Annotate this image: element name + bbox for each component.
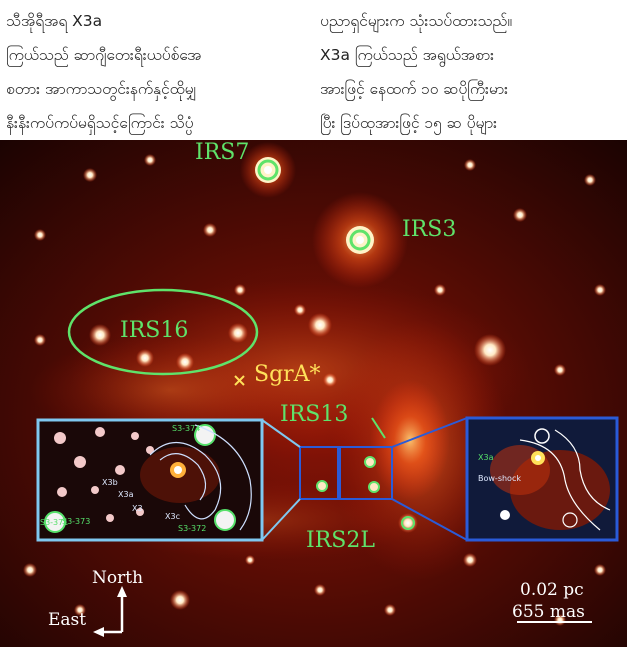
compass-icon <box>93 586 127 637</box>
text-column-left: သီအိုရီအရ X3a ကြယ်သည် ဆာဂျီတေးရီးယပ်စ်အေ… <box>6 4 306 140</box>
inset-label: S3-372 <box>178 524 207 533</box>
compass-north-label: North <box>92 568 144 588</box>
inset-label: X3c <box>165 512 180 521</box>
label-irs7: IRS7 <box>195 140 250 165</box>
inset-label: X3b <box>102 478 118 487</box>
text-line: X3a ကြယ်သည် အရွယ်အစား <box>320 46 495 64</box>
inset-label: S3-374 <box>172 424 201 433</box>
text-line: နီးနီးကပ်ကပ်မရှိသင့်ကြောင်း သိပ္ပံ <box>6 114 194 132</box>
inset-label: S3-373 <box>62 517 91 526</box>
infrared-sky-map <box>0 140 627 647</box>
label-sgra: SgrA* <box>254 362 321 387</box>
label-irs2l: IRS2L <box>306 528 375 553</box>
text-line: သီအိုရီအရ X3a <box>6 12 103 30</box>
text-line: ကြယ်သည် ဆာဂျီတေးရီးယပ်စ်အေ <box>6 46 202 64</box>
text-line: ပြီး ဒြပ်ထုအားဖြင့် ၁၅ ဆ ပိုများ <box>320 114 498 132</box>
inset-label: X3a <box>118 490 134 499</box>
text-column-right: ပညာရှင်များက သုံးသပ်ထားသည်။ X3a ကြယ်သည် … <box>320 4 620 140</box>
scale-pc-label: 0.02 pc <box>520 580 584 600</box>
text-line: အားဖြင့် နေထက် ၁၀ ဆပိုကြီးမား <box>320 80 509 98</box>
galactic-center-image: IRS7 IRS3 IRS16 SgrA* IRS13 IRS2L North … <box>0 140 627 647</box>
inset-label: X3 <box>132 504 143 513</box>
article-text: သီအိုရီအရ X3a ကြယ်သည် ဆာဂျီတေးရီးယပ်စ်အေ… <box>0 0 627 140</box>
inset-label: Bow-shock <box>478 474 521 483</box>
text-line: စတား အာကာသတွင်းနက်နှင့်ထိုမျှ <box>6 80 197 98</box>
compass-east-label: East <box>48 610 87 630</box>
label-irs3: IRS3 <box>402 217 457 242</box>
label-irs13: IRS13 <box>280 402 349 427</box>
text-line: ပညာရှင်များက သုံးသပ်ထားသည်။ <box>320 12 513 30</box>
label-irs16: IRS16 <box>120 318 189 343</box>
inset-label: S3-371 <box>40 518 69 527</box>
inset-label: X3a <box>478 453 494 462</box>
scale-mas-label: 655 mas <box>512 602 585 622</box>
